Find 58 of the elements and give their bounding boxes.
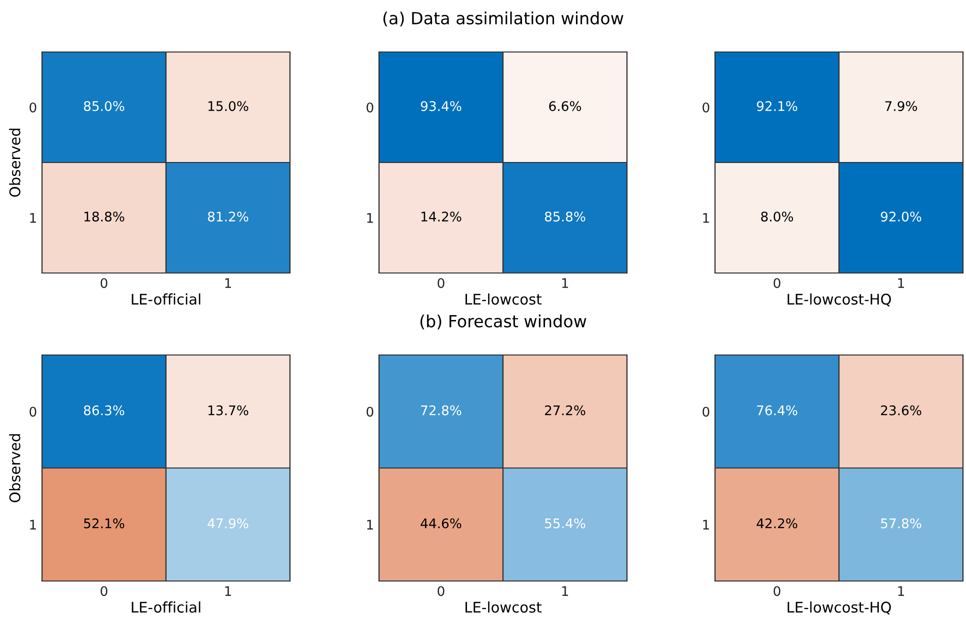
- data-label: 55.4%: [545, 518, 586, 528]
- x-axis-title: LE-official: [132, 293, 200, 305]
- data-label: 44.6%: [420, 518, 462, 528]
- x-tick-label: 0: [100, 586, 108, 596]
- x-axis-title: LE-lowcost-HQ: [788, 601, 891, 614]
- x-tick-label: 1: [898, 278, 904, 288]
- y-tick-label: 0: [366, 102, 374, 112]
- data-label: 57.8%: [881, 518, 922, 528]
- x-tick-label: 1: [225, 278, 231, 288]
- data-label: 92.1%: [756, 101, 798, 112]
- y-tick-label: 0: [30, 406, 36, 417]
- data-label: 85.8%: [544, 212, 586, 222]
- data-label: 14.2%: [421, 212, 462, 222]
- x-axis-title: LE-lowcost: [466, 601, 542, 613]
- x-axis-title: LE-lowcost: [466, 293, 542, 305]
- x-axis-title: LE-lowcost-HQ: [788, 293, 891, 306]
- data-label: 42.2%: [756, 518, 798, 528]
- y-tick-label: 1: [30, 520, 36, 530]
- y-tick-label: 1: [367, 520, 373, 530]
- data-label: 72.8%: [421, 405, 462, 416]
- data-label: 23.6%: [881, 405, 922, 416]
- y-tick-label: 1: [30, 213, 36, 223]
- data-label: 7.9%: [885, 101, 918, 112]
- data-label: 81.2%: [208, 212, 248, 222]
- y-tick-label: 1: [367, 213, 373, 223]
- y-tick-label: 0: [30, 102, 36, 112]
- x-tick-label: 1: [562, 278, 568, 288]
- data-label: 52.1%: [84, 518, 124, 528]
- x-tick-label: 1: [225, 586, 231, 596]
- y-tick-label: 0: [366, 406, 374, 417]
- y-tick-label: 1: [703, 520, 709, 530]
- data-label: 15.0%: [208, 101, 248, 112]
- data-label: 93.4%: [420, 101, 462, 112]
- data-label: 76.4%: [757, 405, 798, 416]
- data-label: 18.8%: [84, 212, 124, 222]
- data-label: 6.6%: [549, 101, 582, 112]
- data-label: 92.0%: [880, 212, 922, 222]
- x-axis-title: LE-official: [132, 601, 200, 613]
- x-tick-label: 0: [774, 278, 780, 288]
- y-tick-label: 1: [703, 213, 709, 223]
- chart-title: (b) Forecast window: [420, 314, 586, 330]
- chart-title: (a) Data assimilation window: [383, 12, 624, 26]
- x-tick-label: 0: [438, 586, 444, 596]
- y-axis-title: Observed: [9, 434, 20, 502]
- y-tick-label: 0: [702, 102, 710, 112]
- data-label: 47.9%: [208, 518, 248, 528]
- x-tick-label: 0: [774, 586, 780, 596]
- y-axis-title: Observed: [9, 128, 20, 197]
- data-label: 86.3%: [84, 405, 124, 416]
- data-label: 85.0%: [84, 101, 124, 112]
- data-label: 27.2%: [545, 405, 586, 416]
- x-tick-label: 1: [898, 586, 904, 596]
- x-tick-label: 1: [562, 586, 568, 596]
- x-tick-label: 0: [100, 278, 108, 288]
- data-label: 8.0%: [761, 212, 794, 222]
- data-label: 13.7%: [208, 405, 248, 416]
- y-tick-label: 0: [702, 406, 710, 417]
- x-tick-label: 0: [438, 278, 444, 288]
